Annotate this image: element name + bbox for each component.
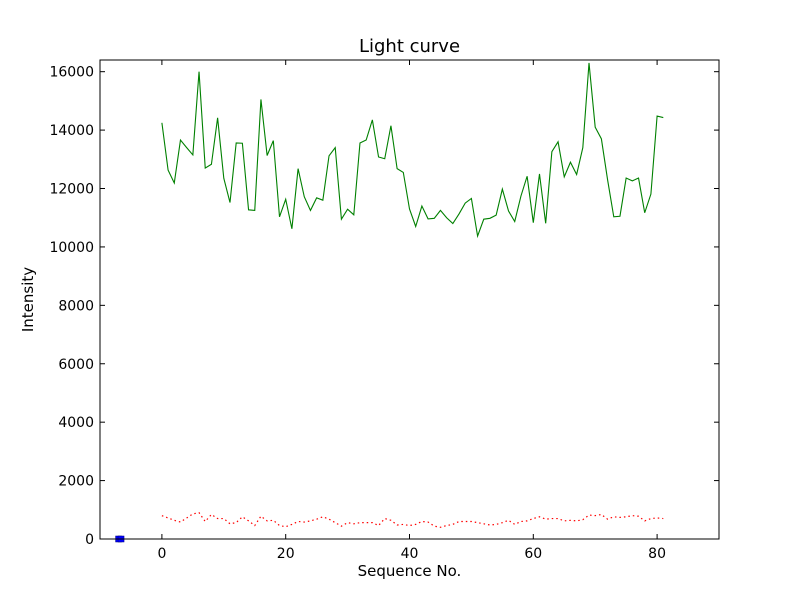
x-tick-label: 60: [524, 546, 542, 562]
x-tick-label: 20: [277, 546, 295, 562]
y-tick-label: 10000: [49, 240, 94, 256]
y-tick-label: 8000: [58, 298, 94, 314]
x-tick-label: 0: [157, 546, 166, 562]
y-tick-label: 12000: [49, 182, 94, 198]
y-tick-label: 4000: [58, 415, 94, 431]
ticks-layer: 0 20 40 60 80 0 2000 4000 6000 8000 10000 12000 1400…: [49, 60, 719, 562]
y-tick-label: 0: [85, 532, 94, 548]
y-tick-label: 14000: [49, 123, 94, 139]
chart-title: Light curve: [359, 36, 460, 57]
y-axis-title: Intensity: [19, 267, 37, 332]
y-tick-label: 6000: [58, 357, 94, 373]
x-tick-label: 40: [401, 546, 419, 562]
series-0-line: [161, 62, 664, 239]
y-tick-label: 16000: [49, 65, 94, 81]
x-tick-label: 80: [648, 546, 666, 562]
x-axis-title: Sequence No.: [358, 562, 462, 580]
y-tick-label: 2000: [58, 474, 94, 490]
